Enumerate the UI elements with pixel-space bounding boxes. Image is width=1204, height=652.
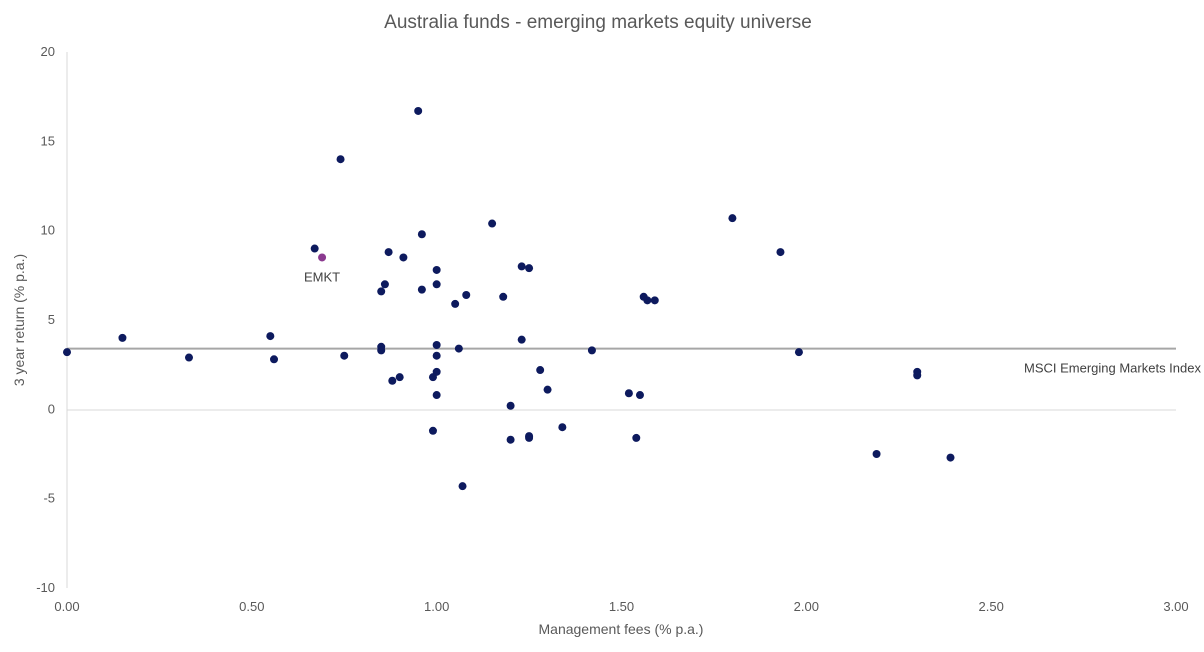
fund-point <box>506 435 515 444</box>
fund-point <box>340 351 349 360</box>
x-tick-label: 0.50 <box>239 599 264 614</box>
fund-point <box>635 391 644 400</box>
fund-point <box>946 453 955 462</box>
emkt-point <box>318 253 327 262</box>
fund-point <box>488 219 497 228</box>
x-tick-label: 2.00 <box>794 599 819 614</box>
fund-point <box>310 244 319 253</box>
y-tick-label: 20 <box>41 44 55 59</box>
fund-point <box>525 264 534 273</box>
fund-point <box>432 391 441 400</box>
msci-index-label: MSCI Emerging Markets Index <box>1024 361 1202 376</box>
fund-point <box>384 248 393 257</box>
fund-point <box>432 265 441 274</box>
fund-point <box>380 280 389 289</box>
x-tick-label: 0.00 <box>54 599 79 614</box>
fund-point <box>432 351 441 360</box>
fund-point <box>499 292 508 301</box>
x-tick-label: 3.00 <box>1163 599 1188 614</box>
fund-point <box>525 433 534 442</box>
fund-point <box>587 346 596 355</box>
fund-point <box>399 253 408 262</box>
fund-point <box>872 450 881 458</box>
fund-point <box>377 287 386 296</box>
fund-point <box>336 155 345 164</box>
fund-point <box>417 285 426 294</box>
fund-point <box>536 366 545 375</box>
emkt-label: EMKT <box>304 269 340 284</box>
fund-point <box>543 385 552 394</box>
fund-point <box>624 389 633 398</box>
data-points <box>63 106 955 491</box>
x-axis-label: Management fees (% p.a.) <box>539 621 704 637</box>
fund-point <box>428 426 437 435</box>
fund-point <box>558 423 567 432</box>
y-tick-labels: -10 -5 0 5 10 15 20 <box>36 44 55 595</box>
y-tick-label: 10 <box>41 223 55 238</box>
fund-point <box>454 344 463 353</box>
fund-point <box>794 348 803 357</box>
y-tick-label: 15 <box>41 133 55 148</box>
fund-point <box>395 373 404 382</box>
fund-point <box>451 299 460 308</box>
fund-point <box>517 262 526 271</box>
y-axis-label: 3 year return (% p.a.) <box>11 254 27 386</box>
fund-point <box>462 290 471 299</box>
y-tick-label: -5 <box>43 491 55 506</box>
x-tick-label: 2.50 <box>979 599 1004 614</box>
y-tick-label: 5 <box>48 312 55 327</box>
fund-point <box>118 333 127 342</box>
fund-point <box>417 230 426 239</box>
x-tick-labels: 0.00 0.50 1.00 1.50 2.00 2.50 3.00 <box>54 599 1188 614</box>
fund-point <box>388 376 397 385</box>
y-tick-label: -10 <box>36 580 55 595</box>
fund-point <box>270 355 279 364</box>
fund-point <box>432 341 441 350</box>
fund-point <box>913 371 922 380</box>
fund-point <box>458 482 467 491</box>
x-tick-label: 1.00 <box>424 599 449 614</box>
fund-point <box>517 335 526 344</box>
fund-point <box>414 106 423 115</box>
x-tick-label: 1.50 <box>609 599 634 614</box>
fund-point <box>184 353 193 362</box>
fund-point <box>506 401 515 410</box>
fund-point <box>650 296 659 305</box>
fund-point <box>643 296 652 305</box>
fund-point <box>728 214 737 223</box>
fund-point <box>776 248 785 257</box>
fund-point <box>432 280 441 289</box>
fund-point <box>63 348 71 357</box>
y-tick-label: 0 <box>48 401 55 416</box>
fund-point <box>632 433 641 442</box>
fund-point <box>266 332 275 341</box>
chart-title: Australia funds - emerging markets equit… <box>384 12 812 33</box>
fund-point <box>377 346 386 355</box>
fund-point <box>432 367 441 376</box>
